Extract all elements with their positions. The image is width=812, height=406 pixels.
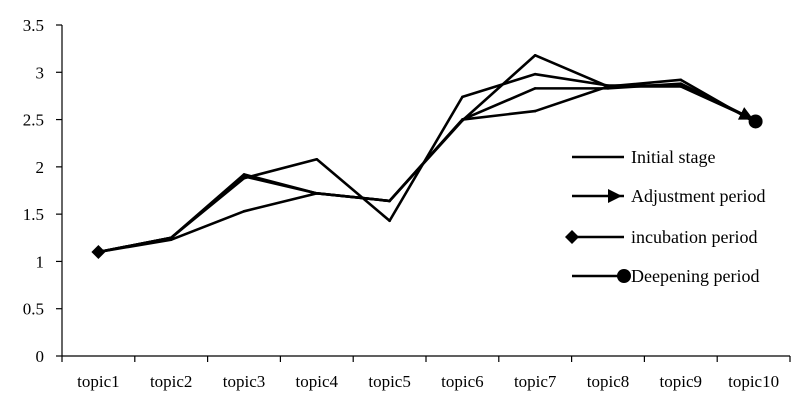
diamond-marker: [565, 230, 579, 244]
legend-entry: incubation period: [565, 227, 757, 247]
data-point: [533, 53, 537, 57]
x-tick-label: topic7: [514, 372, 557, 391]
data-point: [315, 157, 319, 161]
y-axis: 0 0.5 1 1.5 2 2.5 3 3.5: [23, 16, 63, 366]
data-point: [97, 250, 100, 254]
data-point: [533, 87, 537, 90]
arrow-marker: [608, 189, 622, 203]
series-line: [98, 53, 755, 254]
y-tick-label: 2: [36, 158, 45, 177]
data-point: [242, 210, 246, 213]
x-tick-label: topic1: [77, 372, 120, 391]
data-point: [679, 78, 683, 82]
x-tick-label: topic9: [660, 372, 703, 391]
series-deepening-period: [97, 53, 763, 254]
data-point: [533, 72, 537, 76]
circle-marker: [748, 114, 763, 129]
x-tick-label: topic4: [296, 372, 339, 391]
x-tick-label: topic3: [223, 372, 266, 391]
data-point: [461, 119, 464, 122]
x-tick-label: topic2: [150, 372, 193, 391]
data-point: [169, 236, 173, 240]
x-axis: topic1 topic2 topic3 topic4 topic5 topic6 topi…: [61, 355, 791, 391]
data-point: [461, 95, 464, 99]
y-tick-label: 0: [36, 347, 45, 366]
y-tick-label: 0.5: [23, 300, 44, 319]
legend-label: Deepening period: [631, 266, 759, 286]
data-point: [533, 109, 537, 113]
legend-entry: Adjustment period: [572, 186, 765, 206]
data-point: [315, 192, 319, 195]
y-tick-label: 1: [36, 252, 45, 271]
y-tick-label: 3.5: [23, 16, 44, 35]
legend-entry: Deepening period: [572, 266, 759, 286]
data-point: [679, 84, 683, 87]
legend: Initial stage Adjustment period incubation…: [565, 147, 765, 286]
y-tick-label: 1.5: [23, 205, 44, 224]
y-tick-label: 2.5: [23, 111, 44, 130]
data-point: [388, 219, 391, 223]
x-tick-label: topic8: [587, 372, 630, 391]
legend-label: incubation period: [631, 227, 757, 247]
legend-label: Adjustment period: [631, 186, 765, 206]
data-point: [606, 85, 610, 88]
data-point: [242, 176, 246, 180]
circle-marker: [617, 269, 631, 283]
x-tick-label: topic10: [728, 372, 779, 391]
y-tick-label: 3: [36, 63, 45, 82]
series-layer: [91, 53, 763, 259]
x-tick-label: topic5: [368, 372, 411, 391]
data-point: [242, 173, 246, 176]
data-point: [388, 199, 391, 203]
legend-label: Initial stage: [631, 147, 715, 167]
legend-entry: Initial stage: [572, 147, 715, 167]
x-tick-label: topic6: [441, 372, 484, 391]
